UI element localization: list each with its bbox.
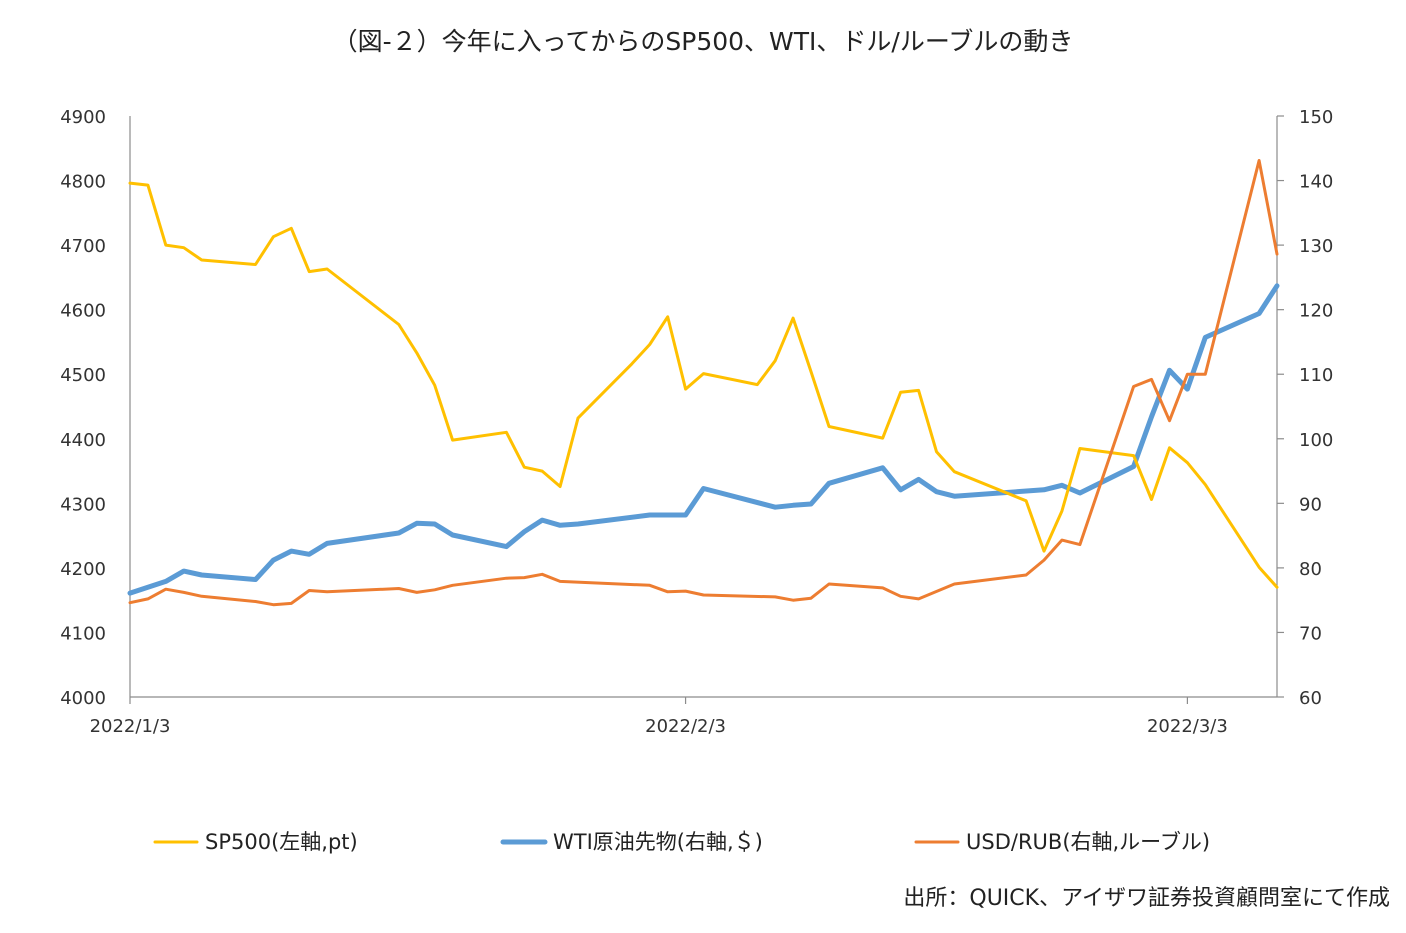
y-right-tick-label: 70: [1299, 623, 1322, 644]
y-right-tick-label: 140: [1299, 172, 1333, 193]
y-left-tick-label: 4400: [60, 430, 106, 451]
source-note: 出所：QUICK、アイザワ証券投資顧問室にて作成: [903, 886, 1390, 911]
y-right-tick-label: 110: [1299, 365, 1333, 386]
y-left-tick-label: 4700: [60, 236, 106, 257]
legend-label-wti: WTI原油先物(右軸,＄): [553, 830, 763, 854]
y-left-tick-label: 4100: [60, 623, 106, 644]
y-left-tick-label: 4600: [60, 301, 106, 322]
series-line-wti: [127, 283, 1280, 596]
y-left-tick-label: 4000: [60, 688, 106, 709]
chart-title: （図-２）今年に入ってからのSP500、WTI、ドル/ルーブルの動き: [332, 27, 1074, 56]
y-right-tick-label: 80: [1299, 559, 1322, 580]
y-left-tick-label: 4800: [60, 172, 106, 193]
legend-label-sp500: SP500(左軸,pt): [205, 830, 358, 854]
legend: SP500(左軸,pt) WTI原油先物(右軸,＄) USD/RUB(右軸,ルーブル…: [153, 830, 1210, 854]
y-right-tick-label: 60: [1299, 688, 1322, 709]
y-right-tick-label: 120: [1299, 301, 1333, 322]
y-right-tick-label: 100: [1299, 430, 1333, 451]
legend-label-usdrub: USD/RUB(右軸,ルーブル): [966, 830, 1210, 854]
axes: 4000 4100 4200 4300 4400 4500 4600 4700 4800 4900…: [60, 107, 1333, 737]
series-line-usdrub: [128, 159, 1279, 607]
series-line-sp500: [128, 181, 1279, 589]
y-right-tick-label: 150: [1299, 107, 1333, 128]
x-tick-label: 2022/2/3: [645, 716, 726, 737]
y-left-tick-label: 4500: [60, 365, 106, 386]
y-right-tick-label: 90: [1299, 494, 1322, 515]
x-tick-label: 2022/3/3: [1147, 716, 1228, 737]
y-left-tick-label: 4900: [60, 107, 106, 128]
series-layer: [127, 159, 1280, 607]
x-tick-label: 2022/1/3: [90, 716, 171, 737]
y-right-tick-label: 130: [1299, 236, 1333, 257]
y-left-tick-label: 4200: [60, 559, 106, 580]
y-left-tick-label: 4300: [60, 494, 106, 515]
